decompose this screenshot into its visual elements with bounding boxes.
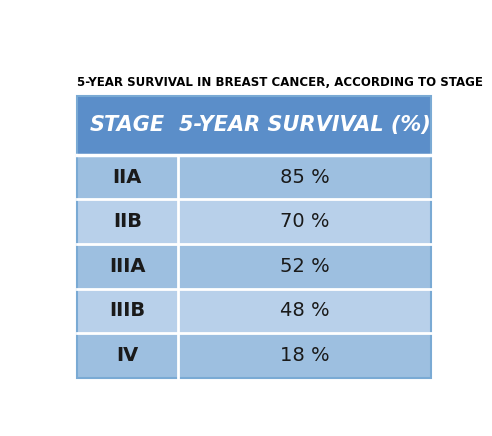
Text: 18 %: 18 % (280, 346, 329, 365)
Bar (77, 289, 431, 333)
Text: 5-YEAR SURVIVAL IN BREAST CANCER, ACCORDING TO STAGE: 5-YEAR SURVIVAL IN BREAST CANCER, ACCORD… (77, 76, 483, 89)
Text: IV: IV (116, 346, 138, 365)
Text: IIA: IIA (113, 167, 142, 187)
Text: STAGE: STAGE (90, 116, 165, 135)
Text: 85 %: 85 % (280, 167, 330, 187)
Text: IIIA: IIIA (109, 257, 146, 276)
Bar (77, 155, 431, 199)
Text: IIIB: IIIB (109, 301, 145, 320)
Bar (77, 96, 431, 378)
Text: 48 %: 48 % (280, 301, 329, 320)
Bar (77, 199, 431, 244)
Text: 70 %: 70 % (280, 212, 329, 231)
Text: IIB: IIB (113, 212, 142, 231)
Bar (77, 244, 431, 289)
Bar (77, 333, 431, 378)
Bar (77, 96, 431, 155)
Text: 52 %: 52 % (280, 257, 330, 276)
Text: 5-YEAR SURVIVAL (%): 5-YEAR SURVIVAL (%) (179, 116, 430, 135)
